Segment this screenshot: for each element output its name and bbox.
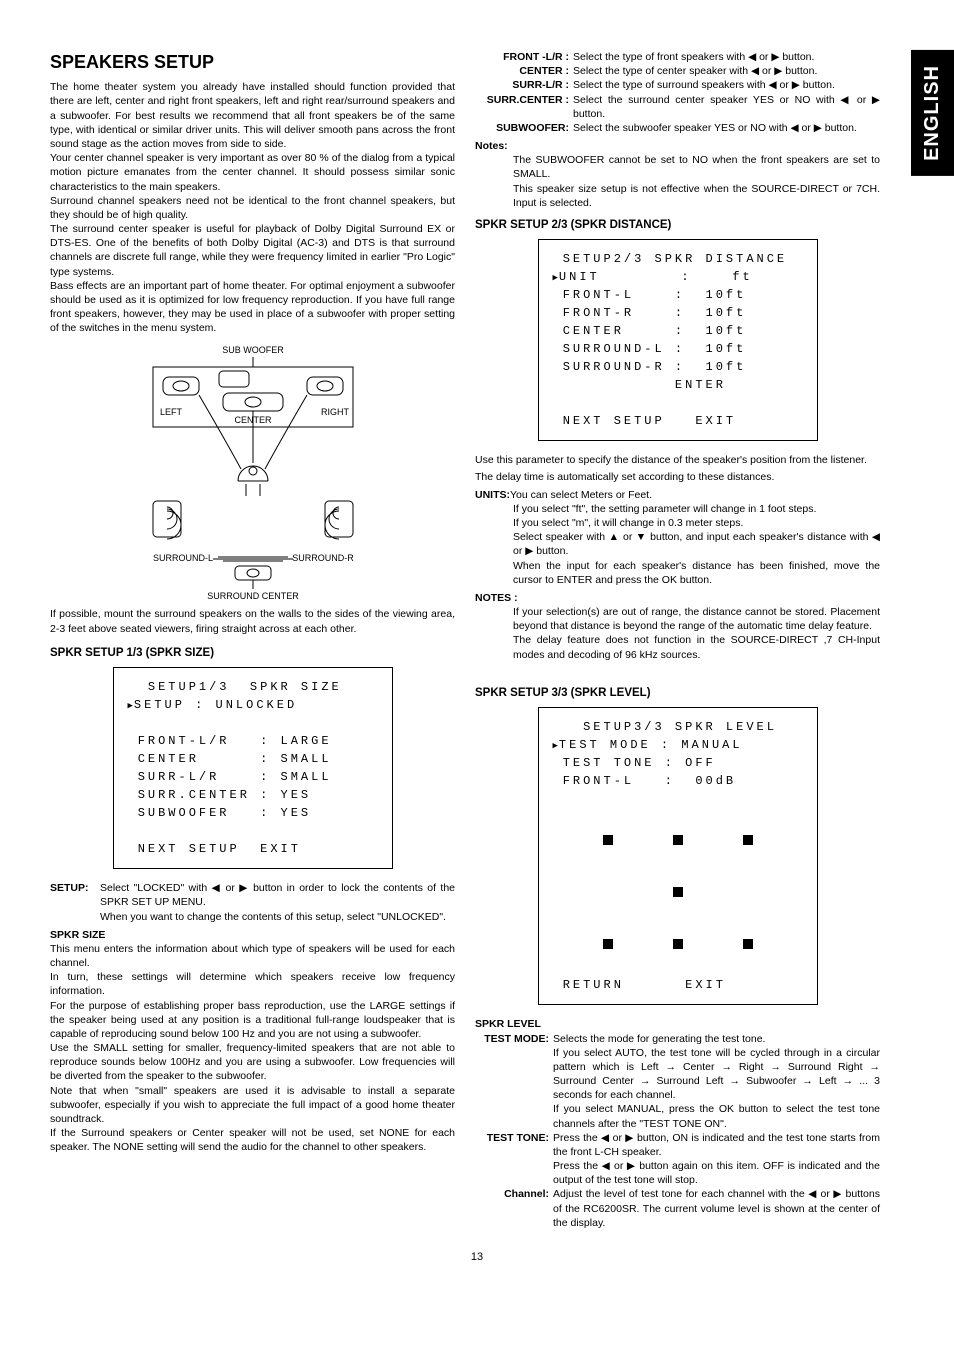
units-para: If you select "ft", the setting paramete… [513,502,880,516]
setup1-title: SPKR SETUP 1/3 (SPKR SIZE) [50,646,455,662]
units-term: UNITS: [475,489,510,501]
units-para: If you select "m", it will change in 0.3… [513,516,880,530]
distance-para: The delay time is automatically set acco… [475,470,880,484]
note-para: The SUBWOOFER cannot be set to NO when t… [513,153,880,181]
distance-para: Use this parameter to specify the distan… [475,453,880,467]
def-term: SURR-L/R : [475,78,573,92]
size-para: In turn, these settings will determine w… [50,970,455,998]
level-line: If you select AUTO, the test tone will b… [553,1046,880,1103]
level-term: TEST MODE: [475,1032,553,1131]
level-term: TEST TONE: [475,1131,553,1188]
level-term: Channel: [475,1187,553,1230]
def-text: Select the subwoofer speaker YES or NO w… [573,121,880,135]
page-number: 13 [50,1250,904,1265]
intro-para: Bass effects are an important part of ho… [50,279,455,336]
diagram-label-subwoofer: SUB WOOFER [222,345,284,355]
after-diagram-para: If possible, mount the surround speakers… [50,607,455,635]
notes2-title: NOTES : [475,591,880,605]
spkr-size-title: SPKR SIZE [50,928,455,942]
intro-para: The home theater system you already have… [50,80,455,151]
units-para: When the input for each speaker's distan… [513,559,880,587]
right-column: FRONT -L/R :Select the type of front spe… [475,50,904,1230]
level-line: Press the ◀ or ▶ button, ON is indicated… [553,1131,880,1159]
diagram-label-surround-l: SURROUND-L [152,553,212,563]
note2-para: If your selection(s) are out of range, t… [513,605,880,633]
size-para: For the purpose of establishing proper b… [50,999,455,1042]
size-para: This menu enters the information about w… [50,942,455,970]
note2-para: The delay feature does not function in t… [513,633,880,661]
speaker-layout-diagram: SUB WOOFER LEFT CENTER RIGHT [123,341,383,601]
left-column: SPEAKERS SETUP The home theater system y… [50,50,455,1230]
units-para: Select speaker with ▲ or ▼ button, and i… [513,530,880,558]
note-para: This speaker size setup is not effective… [513,182,880,210]
lcd-setup1: SETUP1/3 SPKR SIZE SETUP : UNLOCKED FRON… [113,667,393,869]
setup-term: SETUP: [50,881,100,924]
def-term: SUBWOOFER: [475,121,573,135]
def-text: Select the type of surround speakers wit… [573,78,880,92]
diagram-label-left: LEFT [159,407,182,417]
intro-text: The home theater system you already have… [50,80,455,335]
notes-block: The SUBWOOFER cannot be set to NO when t… [513,153,880,210]
setup-locked-def: SETUP: Select "LOCKED" with ◀ or ▶ butto… [50,881,455,924]
notes2-block: If your selection(s) are out of range, t… [513,605,880,662]
level-line: Adjust the level of test tone for each c… [553,1187,880,1230]
setup2-title: SPKR SETUP 2/3 (SPKR DISTANCE) [475,218,880,234]
spkr-level-defs: TEST MODE: Selects the mode for generati… [475,1032,880,1230]
intro-para: Your center channel speaker is very impo… [50,151,455,194]
def-term: CENTER : [475,64,573,78]
lcd-setup3: SETUP3/3 SPKR LEVEL TEST MODE : MANUAL T… [538,707,818,1005]
diagram-label-surround-center: SURROUND CENTER [207,591,299,601]
def-text: Select the type of front speakers with ◀… [573,50,880,64]
size-para: Use the SMALL setting for smaller, frequ… [50,1041,455,1084]
setup3-title: SPKR SETUP 3/3 (SPKR LEVEL) [475,686,880,702]
speaker-type-defs: FRONT -L/R :Select the type of front spe… [475,50,880,135]
lcd-setup2: SETUP2/3 SPKR DISTANCE UNIT : ft FRONT-L… [538,239,818,441]
level-line: If you select MANUAL, press the OK butto… [553,1102,880,1130]
size-para: Note that when "small" speakers are used… [50,1084,455,1127]
intro-para: Surround channel speakers need not be id… [50,194,455,222]
setup-def-line: Select "LOCKED" with ◀ or ▶ button in or… [100,882,455,908]
units-block: UNITS:You can select Meters or Feet. If … [475,488,880,587]
intro-para: The surround center speaker is useful fo… [50,222,455,279]
def-term: SURR.CENTER : [475,93,573,121]
units-def: You can select Meters or Feet. [510,489,652,501]
main-title: SPEAKERS SETUP [50,50,455,74]
setup-def-line: When you want to change the contents of … [100,911,446,923]
spkr-level-title: SPKR LEVEL [475,1017,880,1031]
size-para: If the Surround speakers or Center speak… [50,1126,455,1154]
def-text: Select the surround center speaker YES o… [573,93,880,121]
def-term: FRONT -L/R : [475,50,573,64]
language-tab: ENGLISH [911,50,954,176]
diagram-label-right: RIGHT [321,407,350,417]
spkr-size-text: This menu enters the information about w… [50,942,455,1155]
level-line: Selects the mode for generating the test… [553,1032,880,1046]
notes-title: Notes: [475,139,880,153]
diagram-label-surround-r: SURROUND-R [292,553,354,563]
level-line: Press the ◀ or ▶ button again on this it… [553,1159,880,1187]
def-text: Select the type of center speaker with ◀… [573,64,880,78]
